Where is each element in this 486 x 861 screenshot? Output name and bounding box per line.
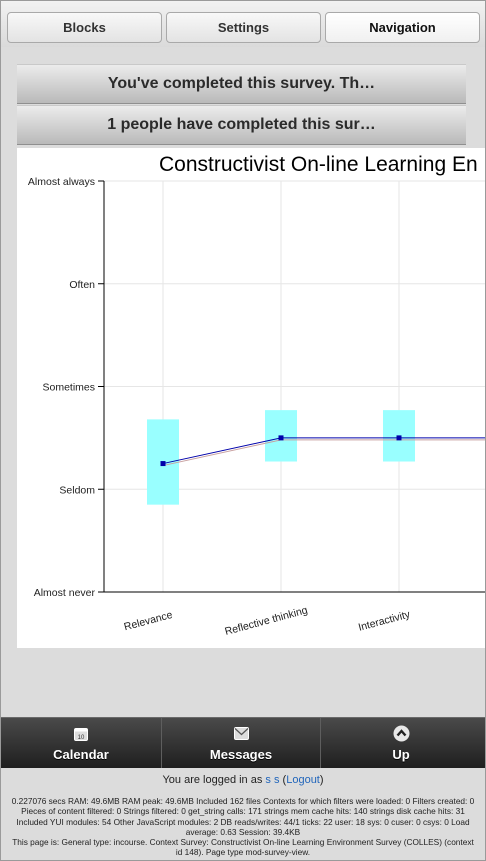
x-tick-label: Relevance <box>123 609 174 633</box>
calendar-icon: 10 <box>73 725 90 742</box>
messages-button[interactable]: Messages <box>162 718 321 769</box>
up-button[interactable]: Up <box>321 718 481 769</box>
logout-link[interactable]: Logout <box>286 774 320 786</box>
x-tick-label: Reflective thinking <box>224 604 310 638</box>
y-tick-label: Almost always <box>28 176 95 188</box>
perf-line: Pieces of content filtered: 0 Strings fi… <box>21 806 465 817</box>
series-line-shadow <box>162 439 485 467</box>
envelope-icon <box>233 725 250 742</box>
login-prefix: You are logged in as <box>162 774 263 786</box>
perf-line: 0.227076 secs RAM: 49.6MB RAM peak: 49.6… <box>11 796 475 806</box>
y-tick-label: Sometimes <box>42 382 95 394</box>
tab-bar: Blocks Settings Navigation <box>1 1 485 47</box>
calendar-button[interactable]: 10 Calendar <box>1 718 162 769</box>
perf-line: id 148). Page type mod-survey-view. <box>175 847 311 858</box>
login-info: You are logged in as s s (Logout) <box>162 774 324 786</box>
tab-settings[interactable]: Settings <box>166 12 321 43</box>
y-tick-label: Almost never <box>34 587 96 599</box>
survey-completed-banner: You've completed this survey. Th… <box>17 64 466 104</box>
chart-title: Constructivist On-line Learning En <box>159 153 478 176</box>
y-tick-label: Often <box>69 279 95 291</box>
tab-blocks[interactable]: Blocks <box>7 12 162 43</box>
x-tick-label: Interactivity <box>357 608 412 634</box>
perf-line: average: 0.63 Session: 39.4KB <box>185 826 301 837</box>
chart-canvas: Constructivist On-line Learning En Almost… <box>28 153 485 638</box>
bottom-nav: 10 Calendar Messages Up <box>1 717 485 769</box>
perf-line: This page is: General type: incourse. Co… <box>12 837 474 848</box>
user-link[interactable]: s s <box>265 774 280 786</box>
up-label: Up <box>392 747 410 762</box>
survey-chart: Constructivist On-line Learning En Almost… <box>17 148 485 648</box>
data-point <box>396 435 402 441</box>
people-completed-banner: 1 people have completed this sur… <box>17 105 466 145</box>
calendar-label: Calendar <box>53 747 109 762</box>
series-line <box>162 437 485 465</box>
tab-navigation[interactable]: Navigation <box>325 12 480 43</box>
data-point <box>278 435 284 441</box>
data-point <box>160 461 166 467</box>
performance-info: 0.227076 secs RAM: 49.6MB RAM peak: 49.6… <box>5 796 481 858</box>
messages-label: Messages <box>209 747 273 762</box>
y-tick-label: Seldom <box>59 484 95 496</box>
svg-text:10: 10 <box>78 735 85 741</box>
page-footer: You are logged in as s s (Logout) 0.2270… <box>1 768 485 860</box>
perf-line: Included YUI modules: 54 Other JavaScrip… <box>16 816 470 827</box>
up-arrow-icon <box>393 725 410 742</box>
